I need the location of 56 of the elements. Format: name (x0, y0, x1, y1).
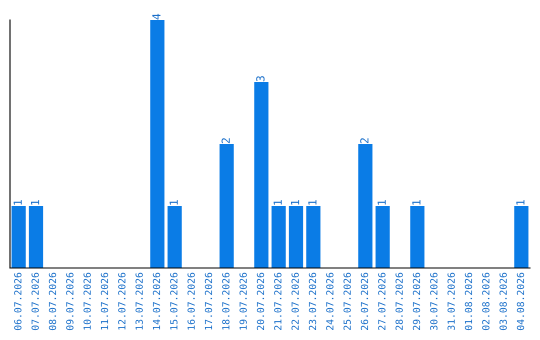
x-tick-label: 17.07.2026 (204, 272, 212, 330)
data-label: 1 (274, 200, 282, 205)
data-label: 1 (170, 200, 178, 205)
x-tick-label: 02.08.2026 (482, 272, 490, 330)
x-tick-label: 31.07.2026 (447, 272, 455, 330)
bar (410, 206, 424, 268)
bar (514, 206, 528, 268)
x-tick-label: 27.07.2026 (378, 272, 386, 330)
data-label: 1 (308, 200, 316, 205)
bar (358, 144, 372, 268)
bar (306, 206, 320, 268)
x-tick-label: 21.07.2026 (274, 272, 282, 330)
x-tick-label: 01.08.2026 (464, 272, 472, 330)
x-tick-label: 20.07.2026 (256, 272, 264, 330)
x-tick-label: 24.07.2026 (326, 272, 334, 330)
bar (220, 144, 234, 268)
x-tick-label: 28.07.2026 (395, 272, 403, 330)
bar (28, 206, 44, 268)
data-label: 4 (152, 14, 160, 20)
data-label: 1 (412, 200, 420, 205)
x-tick-label: 04.08.2026 (516, 272, 524, 330)
bar (288, 206, 304, 268)
x-tick-label: 15.07.2026 (170, 272, 178, 330)
x-tick-label: 14.07.2026 (152, 272, 160, 330)
x-tick-label: 06.07.2026 (14, 272, 22, 330)
x-tick-label: 03.08.2026 (499, 272, 507, 330)
data-label: 3 (256, 76, 265, 82)
data-label: 2 (360, 138, 368, 144)
x-tick-label: 07.07.2026 (31, 272, 39, 330)
x-tick-label: 18.07.2026 (222, 272, 230, 330)
bar (254, 82, 268, 268)
bar (150, 20, 164, 268)
x-tick-label: 10.07.2026 (83, 272, 91, 330)
x-tick-label: 22.07.2026 (291, 272, 299, 330)
data-label: 2 (222, 138, 230, 144)
bar (376, 206, 390, 268)
x-tick-label: 30.07.2026 (430, 272, 438, 330)
bar (272, 206, 286, 268)
x-tick-label: 19.07.2026 (239, 272, 247, 330)
data-label: 1 (516, 200, 524, 205)
data-label: 1 (14, 200, 22, 205)
data-label: 1 (290, 200, 300, 205)
x-tick-label: 26.07.2026 (360, 272, 368, 330)
x-tick-label: 11.07.2026 (100, 272, 108, 330)
data-label: 1 (30, 200, 40, 205)
x-tick-label: 12.07.2026 (118, 272, 126, 330)
x-tick-label: 08.07.2026 (48, 272, 56, 330)
data-label: 1 (378, 200, 386, 205)
x-tick-label: 13.07.2026 (135, 272, 143, 330)
x-tick-label: 23.07.2026 (308, 272, 316, 330)
bar (168, 206, 182, 268)
x-tick-label: 09.07.2026 (66, 272, 74, 330)
x-tick-label: 29.07.2026 (412, 272, 420, 330)
x-tick-label: 25.07.2026 (343, 272, 351, 330)
x-tick-label: 16.07.2026 (187, 272, 195, 330)
bar (12, 206, 26, 268)
